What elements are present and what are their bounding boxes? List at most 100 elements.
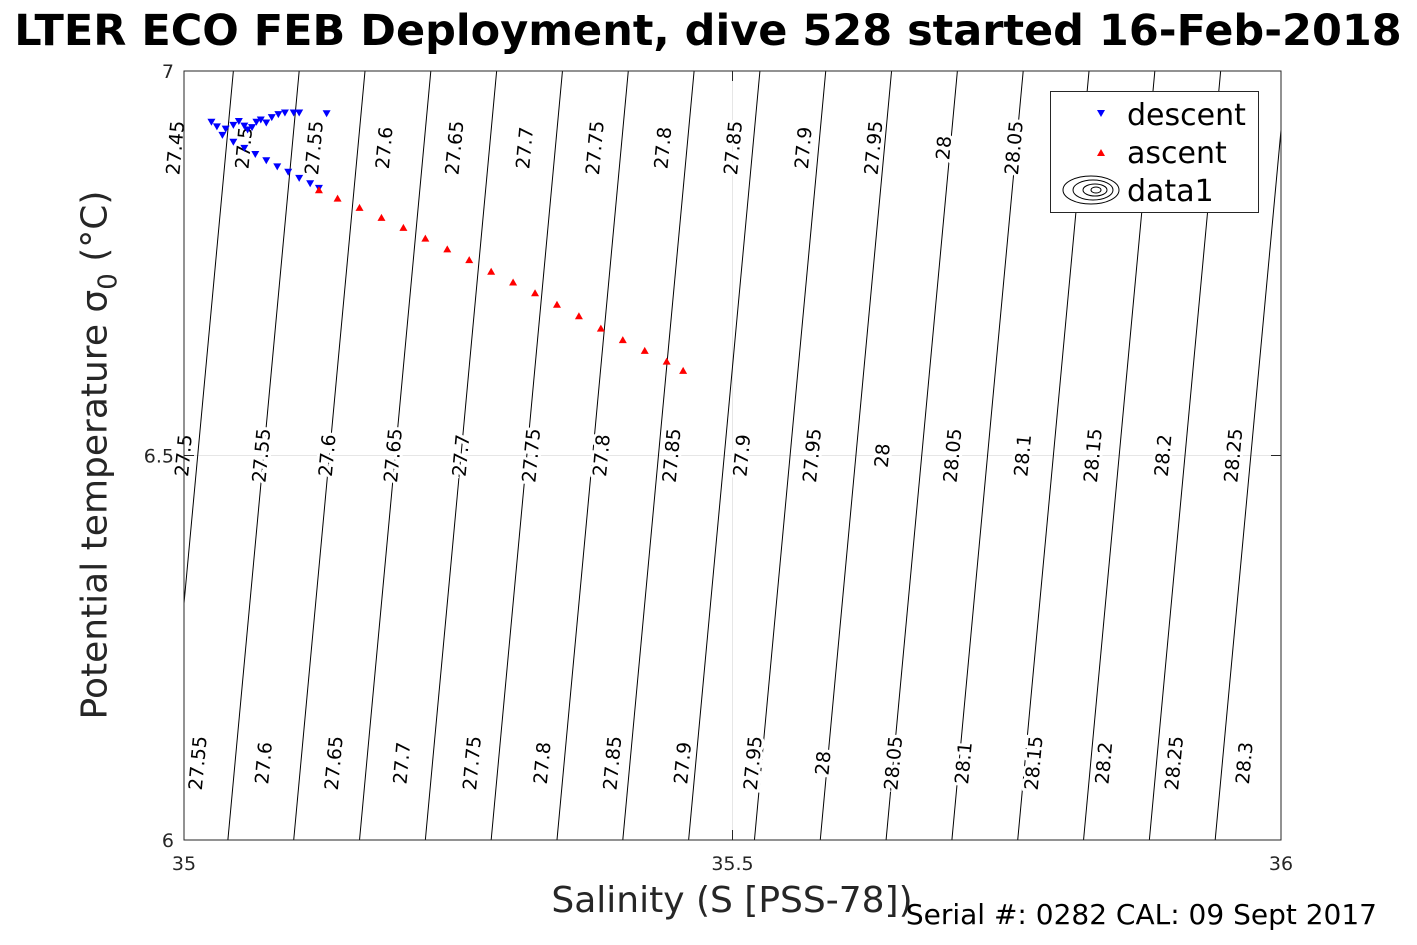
descent-point (234, 117, 243, 125)
contour-label: 27.6 (315, 433, 341, 477)
y-axis-label-unit: (°C) (74, 190, 116, 274)
descent-point (295, 174, 304, 182)
contour-label: 28 (932, 135, 956, 161)
legend-item-ascent: ascent (1051, 134, 1258, 171)
descent-point (251, 151, 260, 159)
descent-point (221, 125, 230, 133)
contour-label: 27.7 (389, 741, 415, 785)
x-axis-label: Salinity (S [PSS-78]) (551, 880, 913, 921)
data-points (207, 109, 688, 374)
descent-point (280, 109, 289, 117)
descent-point (267, 114, 276, 122)
ascent-point (640, 346, 649, 354)
density-contours (184, 71, 1417, 840)
isopycnal-line (293, 71, 366, 840)
isopycnal-line (1347, 71, 1417, 840)
ascent-point (487, 267, 496, 275)
isopycnal-line (819, 71, 893, 840)
isopycnal-line (688, 71, 761, 840)
ascent-point (574, 312, 583, 320)
chart-title: LTER ECO FEB Deployment, dive 528 starte… (14, 6, 1402, 56)
descent-point (248, 124, 257, 132)
isopycnal-line (359, 71, 432, 840)
contour-label: 28.2 (1151, 433, 1177, 477)
ascent-point (662, 357, 671, 365)
contour-label: 27.7 (449, 433, 475, 477)
contour-label: 28 (811, 750, 835, 776)
ascent-point (421, 234, 430, 242)
contour-label: 28.2 (1091, 741, 1117, 785)
triangle-down-icon (1097, 110, 1105, 117)
legend: descent ascent data1 (1050, 91, 1259, 213)
isopycnal-line (885, 71, 958, 840)
contour-label: 27.55 (248, 427, 275, 483)
ascent-point (333, 194, 342, 202)
descent-point (252, 118, 261, 126)
isopycnal-line (1214, 124, 1281, 840)
contour-label: 27.9 (729, 433, 755, 477)
descent-point (243, 126, 252, 134)
ascent-point (679, 366, 688, 374)
y-axis-label-text: Potential temperature (74, 312, 116, 720)
y-tick-label: 6.5 (144, 446, 174, 468)
contour-label: 27.6 (372, 126, 398, 170)
isopycnal-line (951, 71, 1024, 840)
descent-point (256, 116, 265, 124)
y-tick-label: 7 (162, 61, 174, 83)
triangle-up-icon (1097, 149, 1105, 156)
descent-point (229, 121, 238, 129)
isopycnal-line (1280, 834, 1281, 840)
contour-label: 28.3 (1232, 741, 1258, 785)
contour-label: 27.75 (459, 735, 486, 791)
ascent-point (618, 336, 627, 344)
contour-label: 27.8 (530, 741, 556, 785)
y-tick-label: 6 (162, 830, 174, 852)
contour-label: 27.7 (512, 126, 538, 170)
descent-point (240, 122, 249, 130)
y-axis-label: Potential temperature σ0 (°C) (74, 190, 124, 720)
ascent-point (314, 186, 323, 194)
descent-point (289, 109, 298, 117)
ascent-point (377, 213, 386, 221)
y-axis-label-sigma: σ (74, 289, 116, 313)
ascent-point (531, 289, 540, 297)
descent-point (274, 111, 283, 119)
descent-point (284, 168, 293, 176)
contour-label: 27.6 (251, 741, 277, 785)
contour-icon (1062, 175, 1120, 205)
legend-item-descent: descent (1051, 96, 1258, 133)
contour-label: 27.9 (791, 126, 817, 170)
descent-point (262, 119, 271, 127)
serial-footer: Serial #: 0282 CAL: 09 Sept 2017 (905, 898, 1377, 931)
descent-point (322, 110, 331, 118)
descent-point (295, 109, 304, 117)
descent-point (218, 131, 227, 139)
legend-label: ascent (1127, 136, 1227, 171)
descent-point (240, 144, 249, 152)
ascent-point (399, 223, 408, 231)
descent-point (207, 118, 216, 126)
contour-label: 28 (871, 442, 895, 468)
descent-point (306, 180, 315, 188)
legend-label: data1 (1127, 174, 1214, 209)
contour-label: 28.1 (951, 741, 977, 785)
x-tick-label: 35.5 (711, 853, 753, 875)
isopycnal-line (490, 71, 563, 840)
contour-label: 28.1 (1010, 433, 1036, 477)
contour-label: 27.55 (185, 735, 212, 791)
axis-ticks: 35 35.5 36 6 6.5 7 (144, 61, 1293, 875)
contour-label: 27.8 (650, 126, 676, 170)
contour-label: 27.65 (321, 735, 348, 791)
isopycnal-line (184, 71, 234, 609)
isopycnal-line (424, 71, 498, 840)
contour-label: 27.8 (589, 433, 615, 477)
descent-point (273, 163, 282, 171)
ascent-point (465, 256, 474, 264)
x-tick-label: 35 (172, 853, 196, 875)
ascent-point (355, 203, 364, 211)
y-axis-label-subscript: 0 (93, 273, 124, 290)
contour-label: 27.45 (162, 120, 189, 176)
legend-item-data1: data1 (1051, 172, 1258, 209)
x-tick-label: 36 (1269, 853, 1293, 875)
ascent-point (509, 278, 518, 286)
